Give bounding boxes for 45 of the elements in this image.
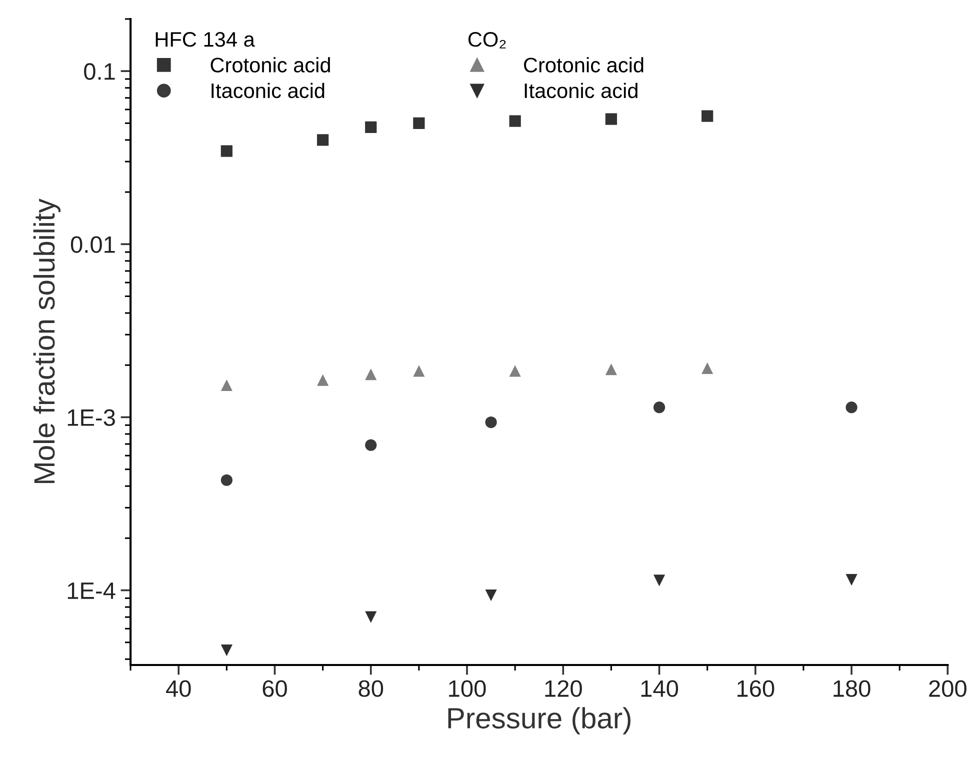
- annotation: HFC 134 a: [156, 32, 255, 47]
- x-tick-label: 180: [834, 680, 870, 697]
- x-tick-label: 60: [262, 680, 287, 697]
- point: [413, 117, 425, 129]
- x-tick-label: 160: [738, 680, 774, 697]
- y-tick-label: 0.01: [70, 236, 115, 253]
- x-tick-label: 80: [358, 680, 384, 697]
- point: [365, 439, 377, 451]
- x-tick-label: 120: [545, 680, 582, 697]
- point: [365, 368, 377, 380]
- point: [220, 379, 232, 392]
- x-axis-title: Pressure (bar): [448, 707, 630, 734]
- legend-label: Crotonic acid: [210, 57, 330, 72]
- legend-label: Itaconic acid: [524, 82, 638, 98]
- point: [653, 574, 666, 586]
- x-tick-label: 140: [641, 680, 678, 697]
- point: [653, 402, 666, 414]
- point: [509, 115, 521, 127]
- x-tick-label: 40: [166, 680, 191, 697]
- annotation: CO₂: [468, 32, 506, 48]
- y-axis-title: Mole fraction solubility: [33, 198, 61, 484]
- point: [702, 110, 714, 122]
- point: [413, 365, 425, 377]
- point: [605, 364, 618, 376]
- point: [220, 474, 232, 486]
- legend-label: Crotonic acid: [524, 57, 644, 72]
- point: [702, 362, 714, 374]
- y-tick-label: 1E-3: [68, 409, 115, 426]
- point: [365, 121, 377, 134]
- point: [846, 574, 858, 586]
- point: [509, 365, 521, 377]
- point: [220, 644, 232, 656]
- x-tick-label: 200: [929, 680, 966, 697]
- point: [365, 611, 377, 623]
- x-tick-label: 100: [449, 680, 486, 697]
- y-tick-label: 1E-4: [68, 582, 116, 599]
- point: [485, 590, 497, 602]
- point: [485, 416, 497, 428]
- point: [316, 374, 329, 386]
- point: [605, 113, 618, 125]
- point: [316, 134, 329, 146]
- point: [220, 145, 232, 157]
- legend-label: Itaconic acid: [212, 82, 324, 98]
- point: [846, 402, 858, 414]
- y-tick-label: 0.1: [84, 63, 115, 80]
